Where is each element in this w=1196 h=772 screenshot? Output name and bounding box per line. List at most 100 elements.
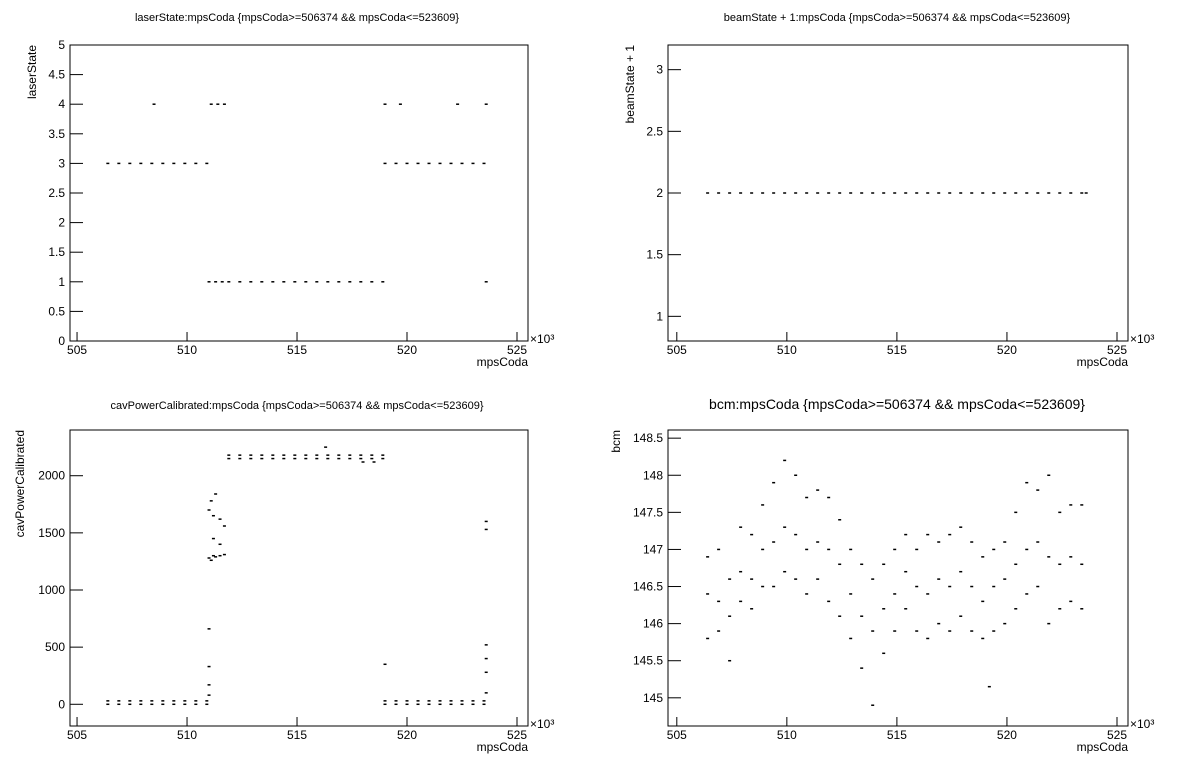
point [209, 103, 213, 105]
point [783, 459, 787, 462]
point [794, 192, 798, 194]
y-tick-label: 2 [656, 186, 663, 200]
point [706, 192, 710, 194]
y-tick-label: 0 [58, 334, 65, 348]
point [772, 541, 776, 543]
point [271, 281, 275, 283]
point [987, 685, 991, 688]
point [117, 162, 121, 165]
point [460, 703, 464, 706]
point [482, 703, 486, 706]
point [218, 518, 222, 520]
x-tick-label: 515 [887, 343, 907, 357]
point [838, 192, 842, 194]
point [249, 281, 253, 283]
point [871, 704, 875, 706]
point [227, 454, 231, 456]
point [893, 593, 897, 595]
point [348, 457, 352, 460]
x-tick-label: 510 [777, 728, 797, 742]
point [214, 556, 218, 558]
x-tick-label: 505 [667, 728, 687, 742]
point [959, 615, 963, 617]
point [1058, 608, 1062, 610]
point [216, 103, 220, 105]
point [882, 563, 886, 566]
point [383, 703, 387, 706]
point [860, 192, 864, 194]
point [750, 578, 754, 580]
x-tick-label: 525 [507, 343, 527, 357]
point [1084, 192, 1088, 194]
x-tick-label: 525 [507, 728, 527, 742]
point [218, 554, 222, 557]
point [1025, 593, 1029, 595]
point [326, 281, 330, 283]
x-tick-label: 510 [177, 343, 197, 357]
x-tick-label: 505 [667, 343, 687, 357]
point [370, 281, 374, 283]
point [981, 556, 985, 558]
point [211, 554, 215, 557]
y-tick-label: 1 [656, 309, 663, 323]
point [238, 281, 242, 283]
x-tick-label: 510 [777, 343, 797, 357]
point [981, 192, 985, 194]
point [717, 630, 721, 632]
point [926, 593, 930, 595]
point [706, 593, 710, 595]
point [849, 637, 853, 640]
point [128, 703, 132, 706]
y-axis-label: laserState [25, 45, 39, 99]
point [794, 474, 798, 477]
point [1080, 563, 1084, 566]
point [172, 700, 176, 702]
point [882, 652, 886, 655]
point [739, 192, 743, 194]
point [1080, 192, 1084, 194]
point [1025, 192, 1029, 194]
point [438, 700, 442, 702]
point [970, 541, 974, 543]
point [915, 585, 919, 588]
point [207, 557, 211, 559]
point [150, 700, 154, 702]
point [381, 457, 385, 460]
point [324, 446, 328, 448]
point [882, 192, 886, 194]
y-tick-label: 2.5 [646, 124, 663, 138]
y-tick-label: 500 [45, 640, 65, 654]
y-tick-label: 148 [643, 468, 663, 482]
point [1036, 585, 1040, 588]
point [1014, 511, 1018, 514]
point [904, 192, 908, 194]
point [438, 162, 442, 165]
y-tick-label: 3.5 [48, 127, 65, 141]
y-tick-label: 2000 [38, 469, 65, 483]
point [207, 694, 211, 696]
point [915, 192, 919, 194]
point [1014, 192, 1018, 194]
chart-title: beamState + 1:mpsCoda {mpsCoda>=506374 &… [724, 12, 1071, 24]
point [1069, 600, 1073, 603]
point [282, 281, 286, 283]
point [761, 585, 765, 588]
y-tick-label: 146 [643, 617, 663, 631]
point [438, 703, 442, 706]
point [794, 533, 798, 536]
point [304, 457, 308, 460]
point [405, 162, 409, 165]
point [194, 162, 198, 165]
point [260, 457, 264, 460]
point [992, 548, 996, 551]
point [405, 700, 409, 702]
point [981, 637, 985, 640]
point [315, 457, 319, 460]
point [416, 700, 420, 702]
point [1080, 504, 1084, 506]
point [937, 192, 941, 194]
point [207, 509, 211, 511]
point [926, 533, 930, 536]
point [220, 281, 224, 283]
